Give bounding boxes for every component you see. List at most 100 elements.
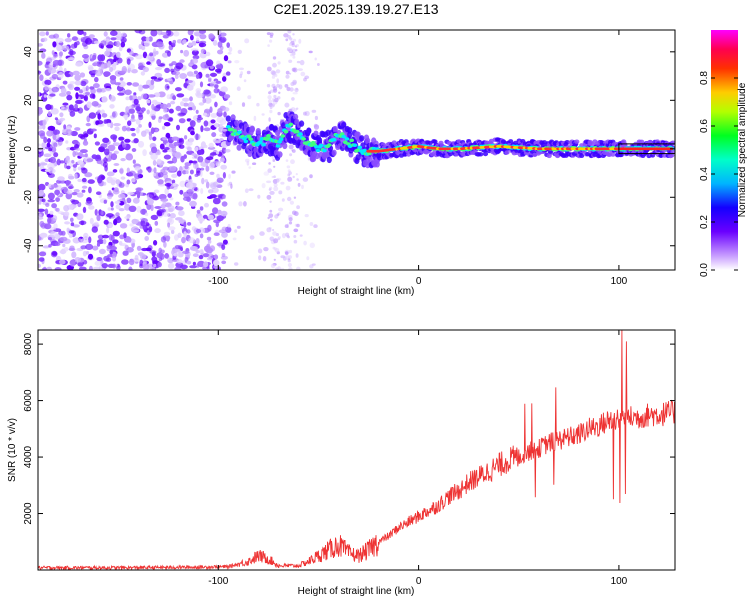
noise-blob: [196, 149, 203, 155]
ridge-core: [349, 138, 355, 143]
noise-blob: [102, 137, 110, 143]
noise-blob: [135, 106, 142, 112]
noise-blob: [79, 266, 87, 270]
ridge-core: [301, 137, 306, 141]
noise-blob: [187, 146, 192, 152]
noise-blob: [196, 209, 201, 214]
noise-blob: [192, 192, 198, 200]
noise-blob: [204, 202, 209, 208]
noise-blob: [179, 73, 188, 79]
noise-blob: [84, 172, 93, 178]
noise-blob: [163, 122, 171, 127]
noise-blob: [200, 48, 206, 54]
noise-blob: [103, 71, 111, 77]
ridge-halo: [508, 139, 514, 144]
noise-blob: [289, 200, 294, 205]
noise-blob: [104, 88, 112, 92]
noise-blob: [145, 36, 150, 42]
noise-blob: [80, 149, 88, 154]
noise-blob: [134, 254, 139, 261]
noise-blob: [144, 212, 149, 217]
noise-blob: [180, 49, 184, 54]
ridge-halo: [355, 154, 361, 161]
noise-blob: [290, 159, 295, 165]
noise-blob: [142, 224, 148, 231]
noise-blob: [261, 183, 266, 189]
noise-blob: [75, 72, 79, 77]
noise-blob: [157, 77, 164, 81]
noise-blob: [188, 42, 193, 47]
noise-blob: [304, 75, 310, 80]
noise-blob: [97, 177, 103, 184]
noise-blob: [136, 192, 141, 199]
ridge-core: [246, 134, 252, 139]
noise-blob: [106, 213, 114, 218]
ridge-halo: [647, 140, 653, 145]
noise-blob: [114, 126, 120, 132]
noise-blob: [134, 166, 141, 171]
noise-blob: [292, 92, 298, 95]
noise-blob: [56, 44, 62, 52]
noise-blob: [295, 173, 298, 176]
noise-blob: [54, 267, 62, 270]
noise-blob: [204, 108, 211, 114]
noise-blob: [89, 86, 95, 90]
noise-blob: [298, 38, 302, 44]
noise-blob: [146, 99, 151, 104]
ridge-halo: [574, 139, 580, 144]
colorbar-gradient: [711, 30, 738, 270]
noise-blob: [110, 201, 114, 208]
noise-blob: [62, 102, 69, 106]
noise-blob: [98, 248, 106, 255]
noise-blob: [206, 196, 213, 199]
noise-blob: [110, 207, 114, 211]
noise-blob: [145, 247, 152, 252]
noise-blob: [89, 93, 96, 99]
spectrogram-marks: [38, 30, 675, 270]
noise-blob: [94, 76, 99, 83]
noise-blob: [192, 50, 196, 56]
noise-blob: [303, 240, 307, 246]
noise-blob: [110, 37, 117, 41]
noise-blob: [137, 96, 142, 101]
ridge-core: [294, 129, 300, 134]
noise-blob: [258, 255, 262, 261]
noise-blob: [43, 153, 52, 158]
noise-blob: [283, 33, 289, 38]
noise-blob: [168, 63, 173, 67]
noise-blob: [131, 218, 139, 225]
noise-blob: [124, 89, 132, 96]
noise-blob: [272, 246, 276, 250]
noise-blob: [208, 33, 215, 39]
noise-blob: [57, 176, 65, 182]
noise-blob: [190, 130, 195, 136]
noise-blob: [124, 138, 131, 143]
noise-blob: [183, 221, 187, 228]
ridge-core: [344, 137, 350, 141]
noise-blob: [48, 148, 53, 152]
noise-blob: [206, 236, 212, 241]
noise-blob: [75, 62, 83, 67]
noise-blob: [237, 49, 242, 55]
noise-blob: [113, 163, 120, 166]
noise-blob: [74, 151, 78, 156]
noise-blob: [87, 179, 95, 184]
noise-blob: [220, 38, 226, 44]
noise-blob: [138, 84, 144, 92]
noise-blob: [210, 113, 218, 118]
noise-blob: [285, 185, 291, 191]
noise-blob: [213, 88, 220, 94]
noise-blob: [106, 244, 113, 249]
noise-blob: [118, 81, 126, 88]
ridge-core: [225, 125, 231, 129]
noise-blob: [94, 260, 102, 266]
noise-blob: [168, 205, 175, 212]
noise-blob: [208, 253, 214, 260]
noise-blob: [93, 221, 99, 226]
noise-blob: [207, 214, 214, 220]
noise-blob: [210, 183, 217, 189]
noise-blob: [46, 266, 52, 270]
noise-blob: [189, 96, 193, 102]
noise-blob: [188, 188, 192, 196]
noise-blob: [167, 222, 171, 228]
